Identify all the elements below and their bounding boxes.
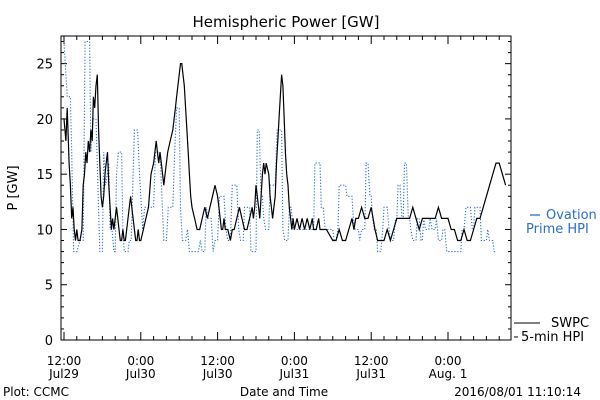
x-axis-label: Date and Time <box>240 385 328 399</box>
legend-ovation-label-line2: Prime HPI <box>526 222 589 237</box>
x-tick-label-date: Aug. 1 <box>429 367 468 381</box>
legend-swpc-label-line2: 5-min HPI <box>521 330 584 345</box>
legend-ovation: Ovation Prime HPI <box>526 208 597 237</box>
x-tick-label-time: 12:00 <box>354 354 389 368</box>
footer-plot-credit: Plot: CCMC <box>3 385 69 399</box>
y-tick-label: 25 <box>36 58 53 73</box>
legend: Ovation Prime HPI SWPC 5-min HPI <box>514 208 597 345</box>
series-layer <box>63 40 507 253</box>
y-axis-label: P [GW] <box>6 165 21 210</box>
y-tick-label: 20 <box>36 113 53 128</box>
plot-area <box>60 35 512 341</box>
plot-frame <box>60 35 512 341</box>
x-tick-label-date: Jul31 <box>279 367 310 381</box>
y-tick-label: 0 <box>45 334 53 349</box>
series-swpc-5min-hpi <box>63 62 507 243</box>
x-tick-label-time: 12:00 <box>47 354 82 368</box>
x-tick-label-time: 12:00 <box>200 354 235 368</box>
y-tick-label: 5 <box>45 279 53 294</box>
y-tick-label: 15 <box>36 168 53 183</box>
x-tick-label-time: 0:00 <box>435 354 462 368</box>
series-ovation-prime-hpi <box>63 40 496 253</box>
legend-ovation-label-line1: Ovation <box>546 208 597 223</box>
x-tick-label-time: 0:00 <box>127 354 154 368</box>
x-tick-label-time: 0:00 <box>281 354 308 368</box>
legend-swpc-label-line1: SWPC <box>551 316 589 331</box>
y-tick-label: 10 <box>36 223 53 238</box>
y-axis-ticks: 0 5 10 15 20 25 <box>36 41 511 349</box>
x-tick-label-date: Jul30 <box>202 367 233 381</box>
x-tick-label-date: Jul30 <box>125 367 156 381</box>
x-tick-label-date: Jul31 <box>355 367 386 381</box>
legend-swpc: SWPC 5-min HPI <box>514 316 589 345</box>
x-tick-label-date: Jul29 <box>48 367 79 381</box>
x-axis-ticks: 12:00Jul290:00Jul3012:00Jul300:00Jul3112… <box>47 36 500 381</box>
chart-title: Hemispheric Power [GW] <box>193 13 380 31</box>
footer-timestamp: 2016/08/01 11:10:14 <box>454 385 581 399</box>
